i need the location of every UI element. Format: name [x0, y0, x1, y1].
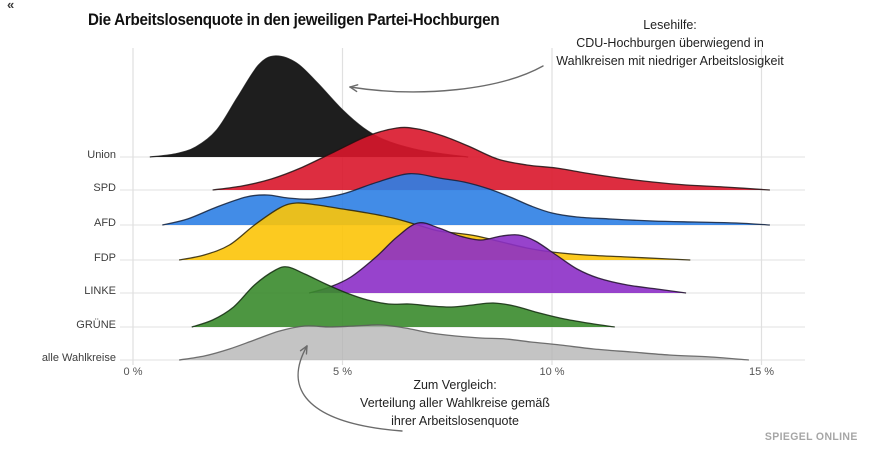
arrow-head: [299, 345, 308, 352]
ridge-grüne: [191, 266, 615, 328]
ridge-outline: [162, 172, 770, 226]
ridge-fill: [191, 266, 615, 327]
ridge-fill: [212, 127, 770, 190]
corner-mark: «: [7, 0, 15, 12]
ridge-outline: [191, 266, 615, 328]
row-label-fdp: FDP: [94, 252, 116, 264]
arrow-curve: [297, 345, 403, 432]
ridge-outline: [178, 324, 749, 361]
ridge-alle-wahlkreise: [178, 324, 749, 361]
ridge-outline: [308, 222, 687, 294]
arrow-lesehilfe: [349, 65, 544, 93]
annotation-vergleich: Zum Vergleich: Verteilung aller Wahlkrei…: [360, 378, 550, 429]
row-label-afd: AFD: [94, 217, 116, 229]
tick-label-0: 0 %: [123, 366, 143, 378]
arrow-vergleich: [297, 345, 403, 432]
arrow-head: [349, 86, 358, 93]
ridge-fill: [179, 324, 749, 360]
row-label-union: Union: [87, 149, 116, 161]
annotation-lesehilfe: Lesehilfe: CDU-Hochburgen überwiegend in…: [556, 18, 784, 69]
arrow-head: [349, 84, 359, 88]
arrow-curve: [349, 65, 544, 93]
ridge-spd: [212, 126, 770, 191]
ridge-fill: [309, 222, 687, 293]
row-label-spd: SPD: [93, 182, 116, 194]
tick-label-10: 10 %: [539, 366, 565, 378]
row-label-linke: LINKE: [84, 285, 116, 297]
tick-label-5: 5 %: [333, 366, 352, 378]
tick-label-15: 15 %: [748, 366, 775, 378]
page-title: Die Arbeitslosenquote in den jeweiligen …: [88, 11, 500, 29]
row-label-alle-wahlkreise: alle Wahlkreise: [41, 352, 116, 364]
arrow-head: [305, 345, 308, 355]
ridge-outline: [212, 126, 770, 191]
ridge-linke: [308, 222, 687, 294]
ridge-fill: [149, 55, 469, 157]
source-credit: SPIEGEL ONLINE: [765, 431, 858, 443]
row-label-grüne: GRÜNE: [76, 319, 116, 331]
